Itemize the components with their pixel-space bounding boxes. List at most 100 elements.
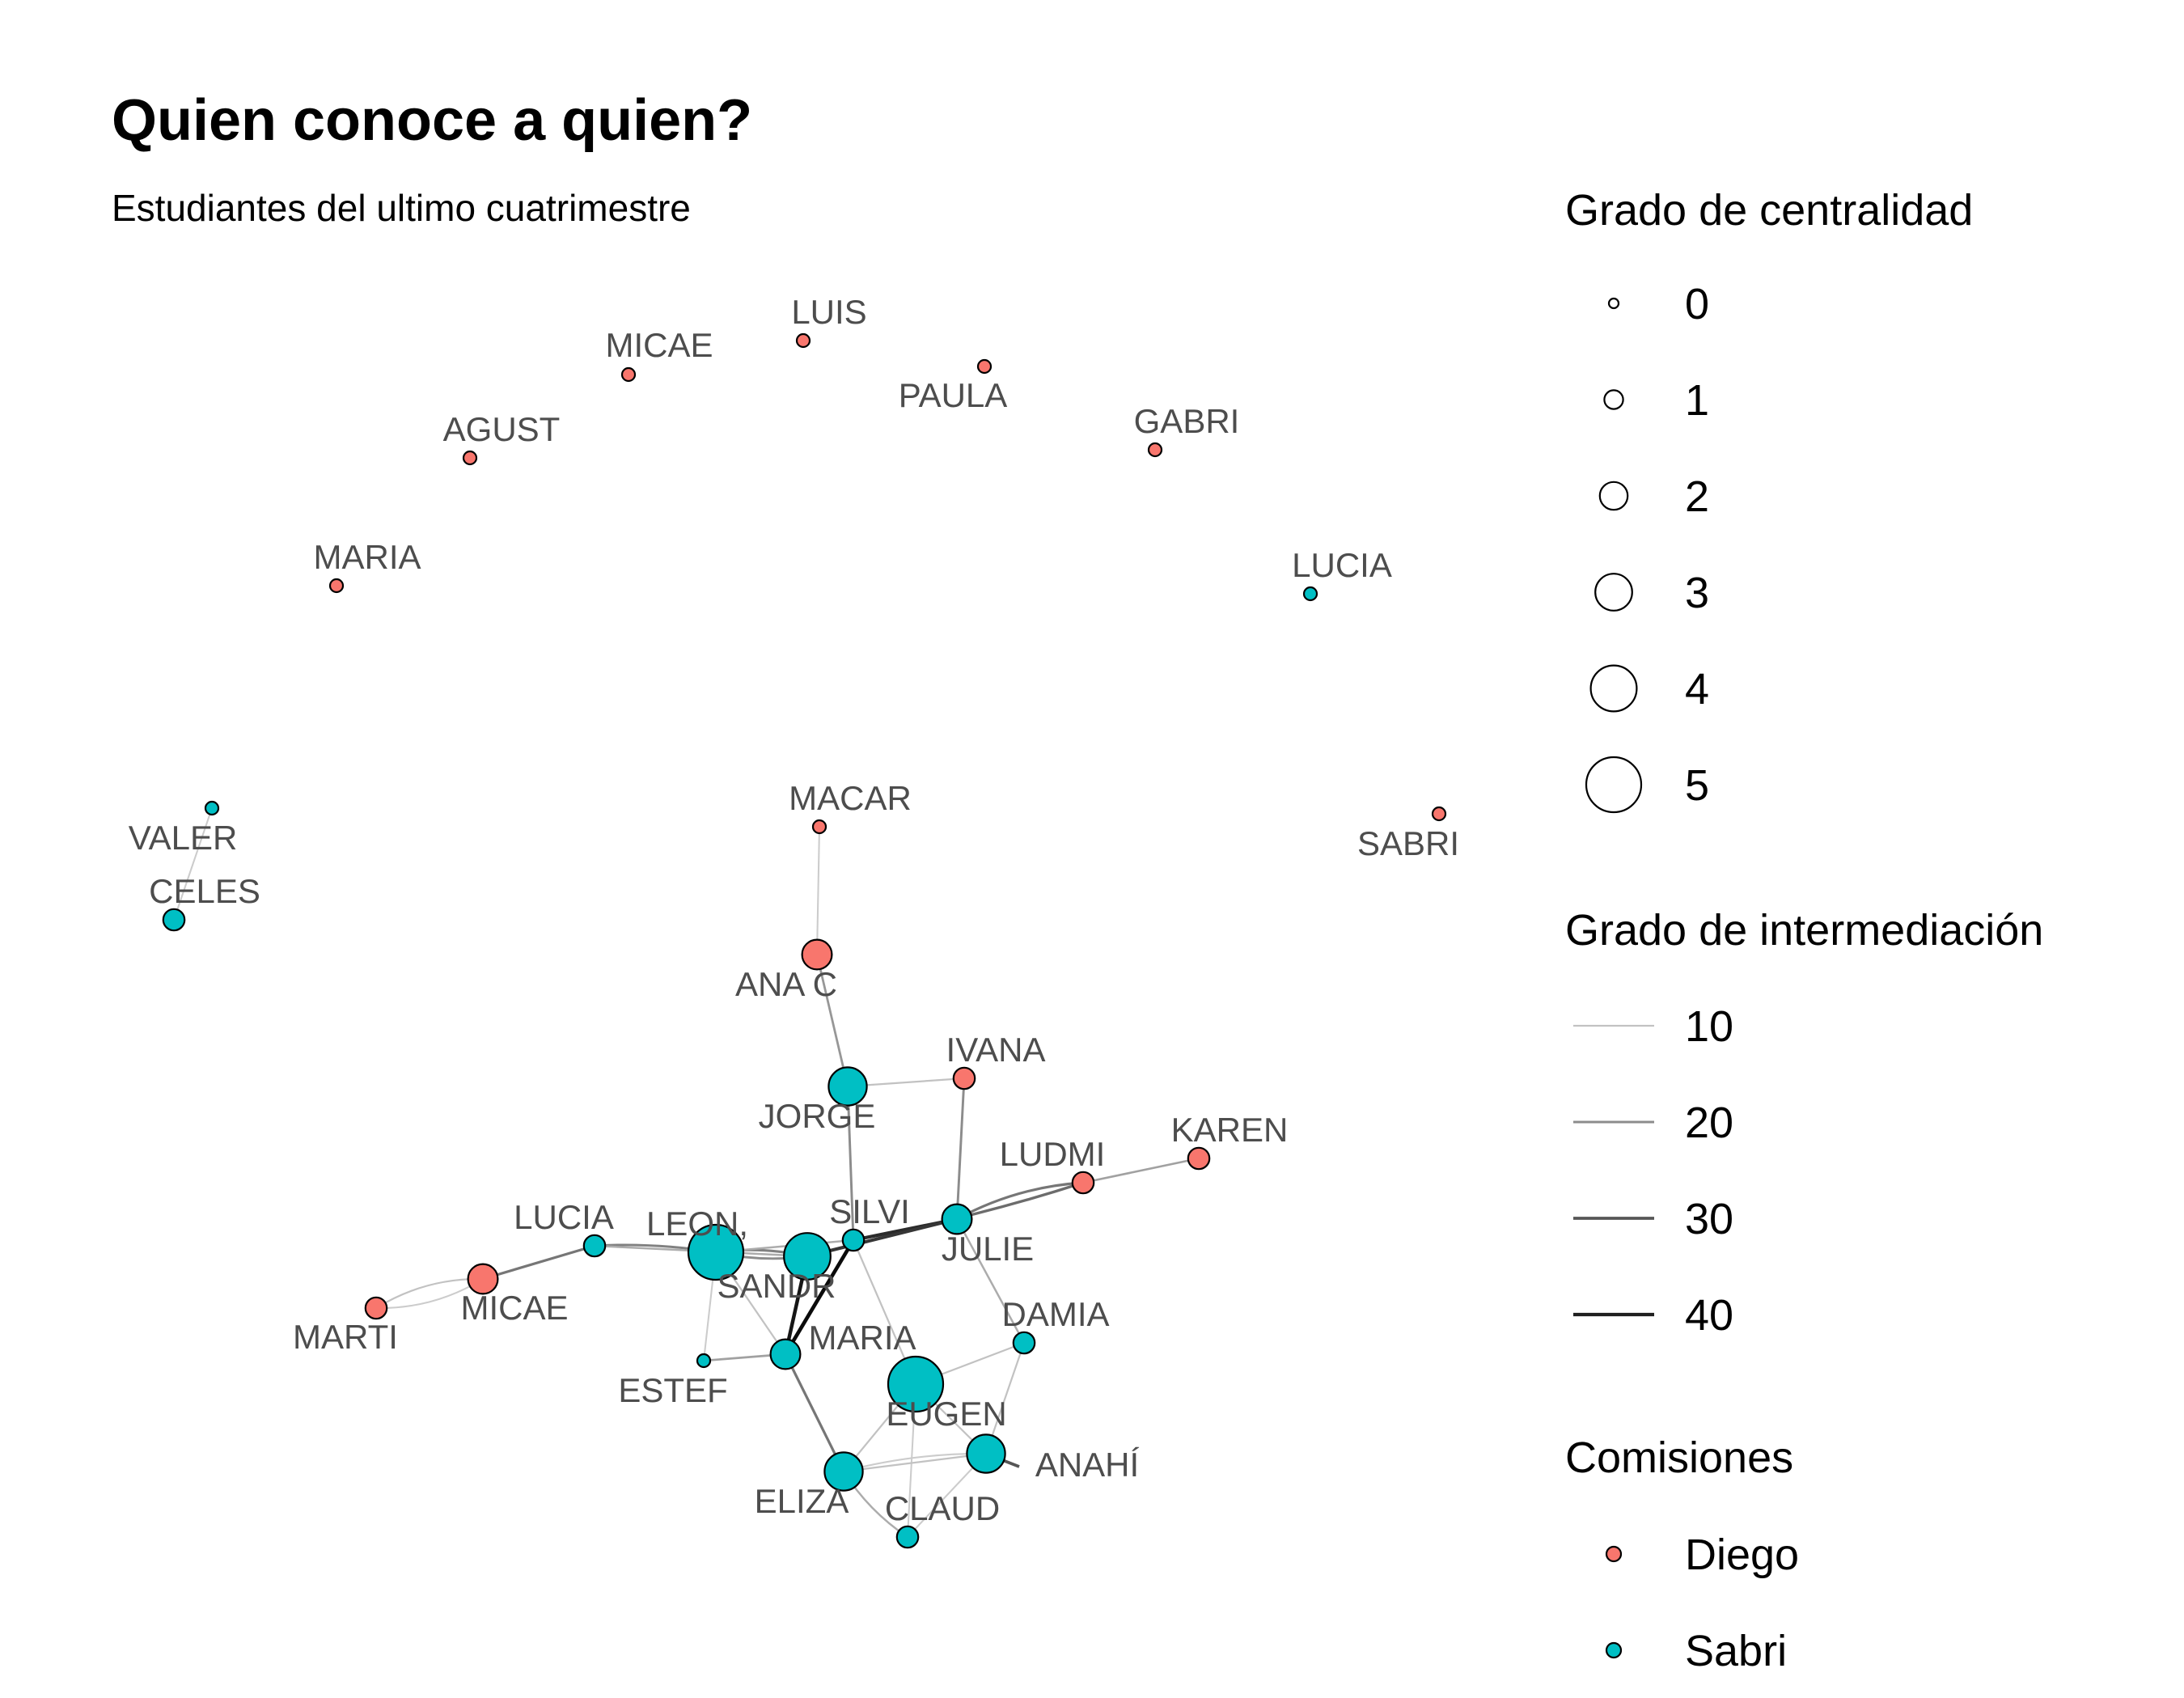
node-label-eugen: EUGEN: [886, 1395, 1006, 1433]
edge-micae2-lucia2: [482, 1244, 595, 1281]
edge-ludmi-karen: [1082, 1157, 1200, 1184]
legend-size-label-4: 4: [1685, 665, 1709, 713]
legend-centrality-title: Grado de centralidad: [1565, 186, 1973, 235]
node-micae2: [467, 1263, 499, 1295]
node-jorge: [827, 1066, 868, 1107]
node-label-estef: ESTEF: [618, 1371, 727, 1409]
node-label-ludmi: LUDMI: [1000, 1135, 1106, 1173]
edge-anac-jorge: [815, 954, 849, 1087]
legend-size-swatch-2: [1598, 481, 1629, 511]
node-marti: [364, 1296, 388, 1320]
edge-silvi-maria2: [784, 1239, 855, 1356]
node-label-anac: ANA C: [735, 965, 837, 1003]
node-anahi: [966, 1433, 1006, 1474]
node-sandr: [783, 1232, 832, 1281]
node-label-agust: AGUST: [443, 410, 561, 448]
edge-ivana-julie: [955, 1078, 966, 1220]
node-label-lucia1: LUCIA: [1292, 546, 1392, 584]
page-title: Quien conoce a quien?: [112, 88, 753, 153]
node-lucia1: [1302, 586, 1318, 602]
legend-size-label-0: 0: [1685, 280, 1709, 328]
node-ivana: [952, 1066, 976, 1090]
node-agust: [462, 450, 478, 466]
node-label-leon: LEON,: [646, 1205, 748, 1243]
node-label-gabri: GABRI: [1134, 402, 1240, 440]
legend-width-label-30: 30: [1685, 1195, 1733, 1243]
node-label-luis: LUIS: [791, 293, 866, 331]
legend-size-label-5: 5: [1685, 761, 1709, 810]
node-label-micae2: MICAE: [460, 1289, 568, 1327]
node-micae1: [620, 366, 637, 383]
node-label-karen: KAREN: [1171, 1111, 1289, 1149]
edge-jorge-silvi: [846, 1086, 855, 1241]
node-label-sabri: SABRI: [1357, 824, 1459, 862]
legend-betweenness: Grado de intermediación 10 20 30 40: [1565, 906, 2043, 1340]
legend-color-label-diego: Diego: [1685, 1531, 1799, 1579]
edge-sandr-julie: [806, 1217, 958, 1258]
node-silvi: [841, 1228, 866, 1252]
legend-color-swatch-diego: [1605, 1545, 1623, 1563]
node-label-claud: CLAUD: [885, 1489, 1000, 1527]
node-estef: [696, 1353, 712, 1369]
edge-valer-celes: [173, 807, 213, 921]
legend-size-swatch-5: [1585, 756, 1643, 814]
node-ludmi: [1071, 1171, 1095, 1195]
node-anac: [801, 938, 833, 971]
node-label-lucia2: LUCIA: [514, 1198, 614, 1236]
legend-width-label-10: 10: [1685, 1002, 1733, 1051]
edge-macar-anac: [815, 826, 821, 955]
node-label-silvi: SILVI: [829, 1192, 910, 1230]
edge-eliza-anahi: [843, 1452, 987, 1473]
legend-size-label-1: 1: [1685, 376, 1709, 425]
node-label-anahi: ANAHÍ: [1035, 1446, 1140, 1484]
node-label-micae1: MICAE: [605, 326, 713, 364]
legend-centrality: Grado de centralidad 0 1 2 3 4 5: [1565, 186, 1973, 814]
edge-julie-damia: [955, 1218, 1026, 1344]
node-label-maria2: MARIA: [808, 1319, 916, 1357]
node-label-maria1: MARIA: [313, 538, 421, 576]
node-label-eliza: ELIZA: [755, 1482, 849, 1520]
legend-commission: Comisiones Diego Sabri: [1565, 1433, 1799, 1675]
node-damia: [1012, 1331, 1036, 1355]
node-sabri: [1431, 806, 1447, 822]
legend-width-label-40: 40: [1685, 1291, 1733, 1340]
nodes-layer: [162, 332, 1447, 1549]
node-celes: [162, 908, 186, 932]
legend-color-swatch-sabri: [1605, 1641, 1623, 1659]
legend-size-label-2: 2: [1685, 472, 1709, 521]
node-karen: [1187, 1146, 1211, 1171]
legend-width-label-20: 20: [1685, 1099, 1733, 1147]
node-julie: [941, 1203, 973, 1235]
node-claud: [895, 1525, 920, 1549]
node-label-valer: VALER: [129, 819, 238, 857]
node-maria1: [328, 578, 345, 594]
node-gabri: [1147, 442, 1163, 458]
node-label-julie: JULIE: [942, 1230, 1034, 1268]
legend-color-label-sabri: Sabri: [1685, 1627, 1787, 1675]
node-eugen: [887, 1355, 945, 1413]
node-maria2: [769, 1338, 802, 1370]
legend-size-swatch-4: [1589, 664, 1638, 713]
node-paula: [976, 358, 993, 375]
node-label-marti: MARTI: [293, 1318, 398, 1356]
node-label-macar: MACAR: [789, 779, 912, 817]
node-label-celes: CELES: [149, 872, 260, 910]
node-macar: [811, 819, 827, 835]
node-label-damia: DAMIA: [1001, 1295, 1109, 1333]
legend-commission-title: Comisiones: [1565, 1433, 1793, 1482]
labels-layer: LUIS MICAE PAULA AGUST GABRI MARIA LUCIA VALER S…: [129, 293, 1459, 1527]
node-leon: [687, 1223, 745, 1281]
node-label-ivana: IVANA: [946, 1031, 1046, 1069]
node-eliza: [823, 1451, 864, 1492]
node-label-jorge: JORGE: [759, 1097, 876, 1135]
node-lucia2: [582, 1234, 607, 1258]
node-label-sandr: SANDR: [717, 1267, 836, 1305]
page-subtitle: Estudiantes del ultimo cuatrimestre: [112, 187, 691, 229]
legend-betweenness-title: Grado de intermediación: [1565, 906, 2043, 955]
legend-size-swatch-1: [1603, 389, 1624, 410]
legend-size-swatch-0: [1607, 297, 1620, 310]
edges-layer: [173, 807, 1200, 1539]
node-valer: [204, 800, 220, 816]
edge-maria2-eliza: [784, 1353, 845, 1472]
